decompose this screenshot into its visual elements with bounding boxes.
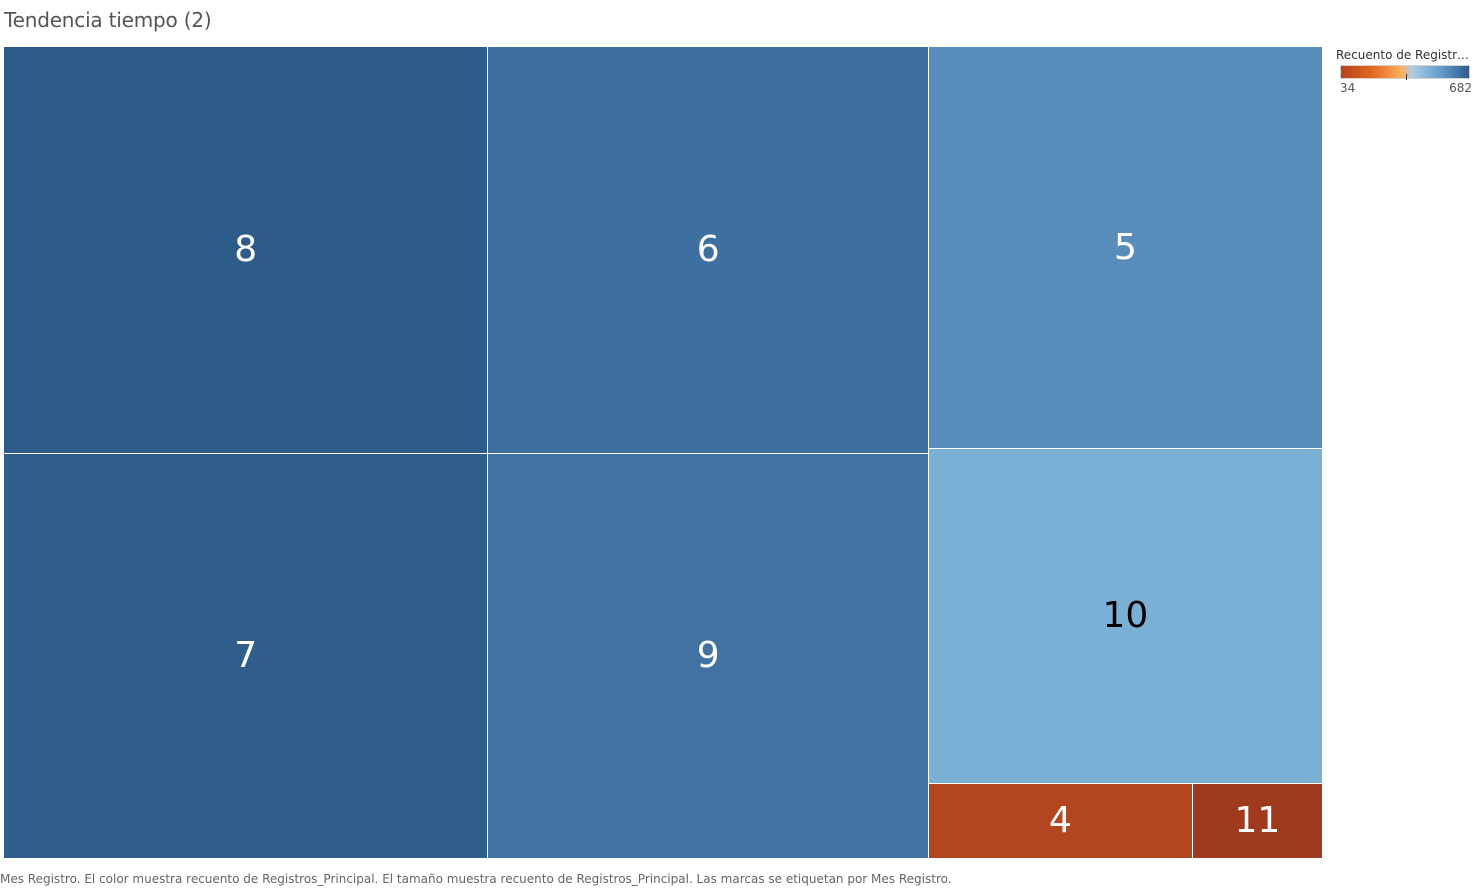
- treemap-tile-label: 10: [1102, 595, 1149, 637]
- treemap-tile-7[interactable]: 7: [4, 453, 489, 859]
- treemap-tile-label: 9: [696, 635, 720, 677]
- treemap-tile-4[interactable]: 4: [928, 783, 1193, 859]
- legend-labels: 34 682: [1340, 79, 1472, 95]
- treemap-tile-label: 5: [1113, 226, 1137, 268]
- treemap-tile-label: 8: [234, 229, 258, 271]
- treemap-tile-label: 4: [1048, 800, 1072, 842]
- legend-midpoint-tick: [1406, 74, 1407, 80]
- treemap-tile-6[interactable]: 6: [488, 47, 929, 454]
- treemap[interactable]: 8 7 6 9 5 10 4 11: [4, 47, 1323, 859]
- treemap-tile-label: 7: [234, 635, 258, 677]
- treemap-tile-label: 11: [1234, 800, 1281, 842]
- color-legend: Recuento de Registros.. 34 682: [1336, 48, 1472, 95]
- legend-min-label: 34: [1340, 81, 1356, 95]
- treemap-tile-9[interactable]: 9: [488, 453, 929, 859]
- chart-title: Tendencia tiempo (2): [4, 8, 212, 32]
- treemap-tile-label: 6: [696, 229, 720, 271]
- treemap-tile-11[interactable]: 11: [1192, 783, 1323, 859]
- treemap-tile-5[interactable]: 5: [928, 47, 1323, 449]
- treemap-tile-8[interactable]: 8: [4, 47, 489, 454]
- legend-title: Recuento de Registros..: [1336, 48, 1472, 62]
- legend-max-label: 682: [1449, 81, 1472, 95]
- chart-caption: Mes Registro. El color muestra recuento …: [0, 872, 952, 886]
- legend-gradient-bar: [1340, 65, 1470, 80]
- treemap-tile-10[interactable]: 10: [928, 448, 1323, 784]
